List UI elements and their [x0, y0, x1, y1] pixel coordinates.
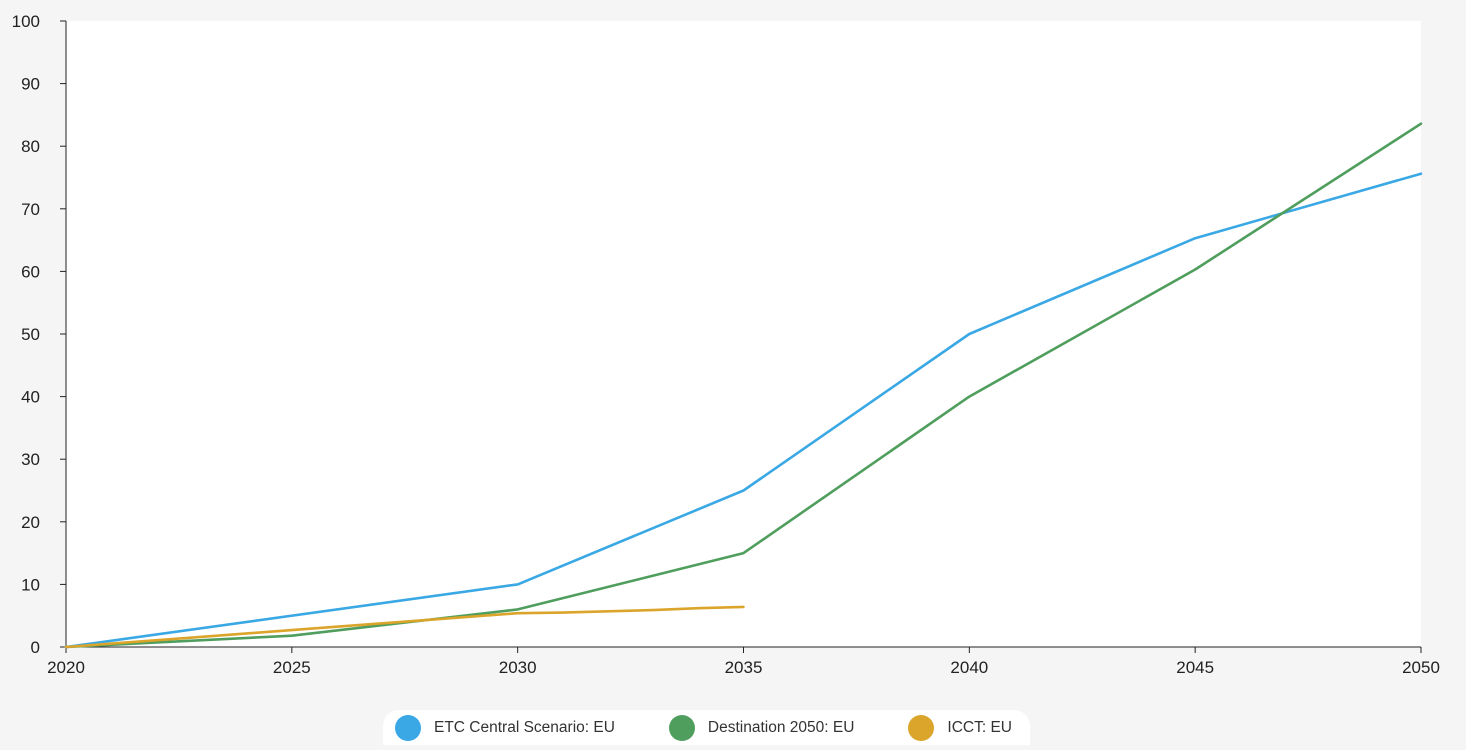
legend-item-destination-2050[interactable]: Destination 2050: EU [668, 714, 855, 741]
legend-label-etc: ETC Central Scenario: EU [434, 718, 615, 736]
x-tick-label: 2050 [1402, 658, 1440, 677]
series-line-etc-central-scenario-eu[interactable] [64, 172, 1423, 649]
legend-item-icct[interactable]: ICCT: EU [908, 714, 1012, 741]
y-tick-label: 70 [21, 200, 40, 219]
y-tick-label: 40 [21, 388, 40, 407]
plot-area [66, 21, 1421, 647]
legend-swatch-etc [395, 714, 421, 741]
legend: ETC Central Scenario: EU Destination 205… [383, 710, 1030, 745]
y-tick-label: 80 [21, 137, 40, 156]
legend-label-destination-2050: Destination 2050: EU [707, 718, 855, 736]
x-tick-label: 2040 [950, 658, 988, 677]
x-tick-label: 2045 [1176, 658, 1214, 677]
y-tick-label: 0 [31, 638, 40, 657]
y-tick-label: 90 [21, 75, 40, 94]
x-tick-label: 2035 [725, 658, 763, 677]
legend-swatch-destination-2050 [668, 714, 695, 741]
legend-swatch-icct [908, 714, 935, 741]
series-line-destination-2050-eu[interactable] [64, 122, 1423, 649]
series-layer [64, 122, 1423, 649]
x-tick-label: 2030 [499, 658, 537, 677]
y-tick-label: 20 [21, 513, 40, 532]
series-line-icct-eu[interactable] [64, 605, 745, 649]
y-tick-label: 30 [21, 450, 40, 469]
y-tick-label: 10 [21, 575, 40, 594]
y-tick-label: 100 [12, 12, 40, 31]
x-tick-label: 2025 [273, 658, 311, 677]
legend-item-etc[interactable]: ETC Central Scenario: EU [395, 714, 615, 741]
x-tick-label: 2020 [47, 658, 85, 677]
legend-label-icct: ICCT: EU [947, 718, 1012, 736]
y-tick-label: 50 [21, 325, 40, 344]
y-tick-label: 60 [21, 262, 40, 281]
